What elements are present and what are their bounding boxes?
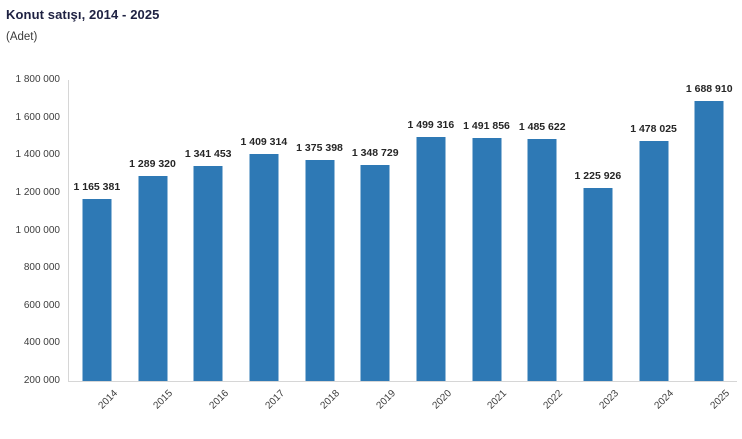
plot-area: 1 165 381 2014 1 289 320 2015 1 341 453 2016 1… [68,80,737,412]
x-axis-label-2018: 2018 [318,388,343,412]
y-axis-label: 1 800 000 [15,74,61,85]
bar-value-label-2025: 1 688 910 [685,82,733,95]
y-axis-labels: 1 800 000 1 600 000 1 400 000 1 200 000 1 00… [0,74,61,386]
x-axis-label-2022: 2022 [541,388,565,412]
bar-value-label-2014: 1 165 381 [73,181,121,194]
x-axis-label-2024: 2024 [652,388,677,412]
x-axis-label-2019: 2019 [374,388,398,412]
bar-slot-2016: 1 341 453 2016 [180,80,236,411]
bar-slot-2020: 1 499 316 2020 [403,80,459,412]
bar-2018[interactable] [305,159,335,381]
bar-2015[interactable] [138,176,167,381]
chart-subtitle: (Adet) [6,31,38,43]
bar-slot-2023: 1 225 926 2023 [570,80,626,412]
bar-2021[interactable] [472,137,502,381]
y-axis-label: 400 000 [23,337,60,349]
bar-value-label-2019: 1 348 729 [351,146,399,159]
bar-2025[interactable] [694,100,724,381]
bar-2024[interactable] [639,140,669,381]
bar-value-label-2024: 1 478 025 [630,122,677,135]
bar-value-label-2015: 1 289 320 [129,158,176,171]
bar-2016[interactable] [193,166,223,381]
bar-slot-2015: 1 289 320 2015 [125,80,181,411]
x-axis-label-2020: 2020 [430,388,454,412]
bar-slot-2024: 1 478 025 2024 [626,80,682,412]
bars-row: 1 165 381 2014 1 289 320 2015 1 341 453 2016 1… [69,80,737,412]
bar-value-label-2022: 1 485 622 [518,121,566,134]
bar-slot-2019: 1 348 729 2019 [347,80,403,412]
x-axis-label-2025: 2025 [708,388,733,412]
bar-2020[interactable] [416,136,446,381]
bar-slot-2018: 1 375 398 2018 [292,80,348,412]
bar-2022[interactable] [527,139,557,381]
chart-title: Konut satışı, 2014 - 2025 [6,7,160,22]
bar-value-label-2018: 1 375 398 [296,141,343,154]
y-axis-label: 1 400 000 [15,149,61,161]
bar-slot-2021: 1 491 856 2021 [459,80,515,412]
bar-2014[interactable] [82,199,112,381]
y-axis-label: 1 000 000 [15,224,61,236]
bar-slot-2025: 1 688 910 2025 [681,80,737,412]
bar-slot-2014: 1 165 381 2014 [69,80,125,411]
bar-slot-2017: 1 409 314 2017 [236,80,292,412]
bar-value-label-2017: 1 409 314 [240,135,288,148]
bar-2017[interactable] [249,153,279,381]
bar-slot-2022: 1 485 622 2022 [514,80,570,411]
x-axis-label-2017: 2017 [263,388,287,412]
bar-2023[interactable] [583,188,613,381]
y-axis-label: 200 000 [23,375,60,386]
bar-value-label-2021: 1 491 856 [463,119,510,132]
y-axis-label: 600 000 [23,299,60,311]
y-axis-label: 1 200 000 [15,186,61,198]
x-axis-label-2021: 2021 [485,388,510,412]
x-axis-label-2023: 2023 [597,388,621,412]
bar-value-label-2020: 1 499 316 [407,118,455,131]
x-axis-label-2015: 2015 [151,388,176,412]
x-axis-label-2014: 2014 [96,388,120,412]
x-axis-label-2016: 2016 [207,388,231,412]
y-axis-label: 800 000 [23,262,60,274]
bar-value-label-2016: 1 341 453 [184,148,232,161]
y-axis-label: 1 600 000 [15,111,61,123]
bar-value-label-2023: 1 225 926 [574,170,622,182]
bar-2019[interactable] [360,164,390,381]
